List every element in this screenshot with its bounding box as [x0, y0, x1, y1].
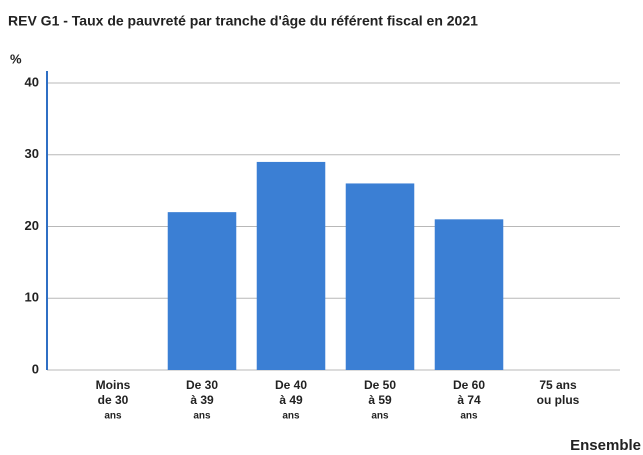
x-tick-label: De 30 [186, 378, 218, 392]
bar [167, 212, 237, 370]
annotation: Ensemble [570, 437, 641, 454]
x-tick-label: ou plus [537, 393, 580, 407]
x-tick-label: à 49 [279, 393, 303, 407]
x-tick-label: de 30 [98, 393, 129, 407]
bar [256, 161, 326, 370]
x-tick-label: à 74 [457, 393, 481, 407]
x-tick-label: ans [193, 411, 211, 422]
x-tick-label: De 40 [275, 378, 307, 392]
x-tick-label: à 59 [368, 393, 392, 407]
x-tick-label: ans [460, 411, 478, 422]
bar [434, 219, 504, 370]
x-tick-label: De 50 [364, 378, 396, 392]
x-tick-label: ans [371, 411, 389, 422]
x-tick-label: ans [104, 411, 122, 422]
y-axis-label: % [10, 51, 22, 66]
bar [345, 183, 415, 370]
x-tick-label: De 60 [453, 378, 485, 392]
y-tick-label: 40 [25, 74, 39, 89]
x-tick-label: ans [282, 411, 300, 422]
x-tick-label: à 39 [190, 393, 214, 407]
y-tick-label: 30 [25, 146, 39, 161]
y-tick-label: 20 [25, 218, 39, 233]
y-tick-label: 0 [32, 361, 39, 376]
chart-title: REV G1 - Taux de pauvreté par tranche d'… [8, 13, 478, 29]
x-tick-label: 75 ans [539, 378, 577, 392]
y-tick-label: 10 [25, 290, 39, 305]
x-tick-label: Moins [96, 378, 131, 392]
